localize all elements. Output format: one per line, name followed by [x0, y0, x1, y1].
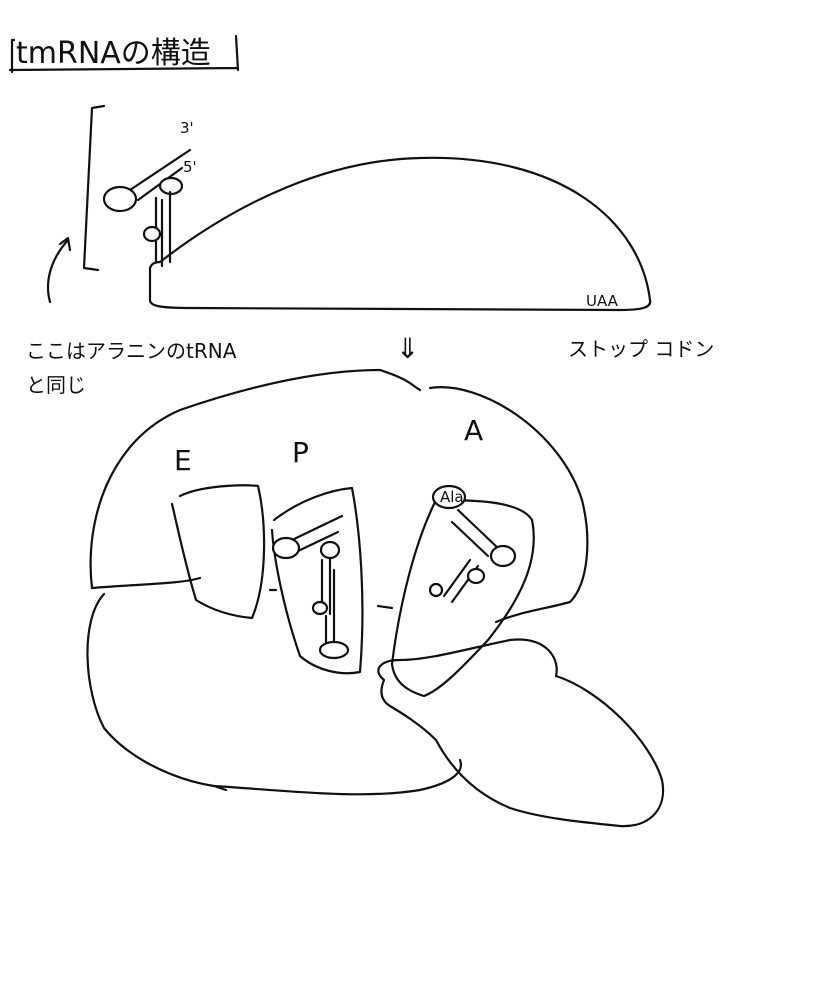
site-p-label: P: [292, 436, 309, 469]
ribosome-large-subunit: [89, 368, 589, 624]
a-site-tmrna: Ala: [390, 484, 535, 698]
down-arrow: ⇓: [396, 332, 419, 365]
title-box: tmRNAの構造: [8, 34, 240, 74]
curved-arrow: [46, 236, 72, 304]
p-site-trna: [270, 486, 364, 675]
mrna-like-domain: [148, 156, 652, 312]
bracket: [82, 104, 106, 272]
site-e-label: E: [174, 444, 192, 477]
ribosome-small-subunit: [86, 592, 463, 796]
trna-like-domain: [102, 148, 192, 268]
alanine-note-line1: ここはアラニンのtRNA: [26, 339, 237, 363]
e-site-pocket: [170, 484, 266, 620]
stop-codon-seq: UAA: [586, 292, 619, 310]
label-5prime: 5': [183, 158, 197, 176]
ala-label: Ala: [440, 488, 464, 506]
label-3prime: 3': [180, 119, 194, 137]
site-a-label: A: [464, 414, 483, 447]
alanine-note-line2: と同じ: [26, 373, 86, 397]
stop-codon-label: ストップ コドン: [568, 337, 714, 361]
mrna-tail: [377, 638, 665, 828]
title-text: tmRNAの構造: [16, 36, 211, 71]
